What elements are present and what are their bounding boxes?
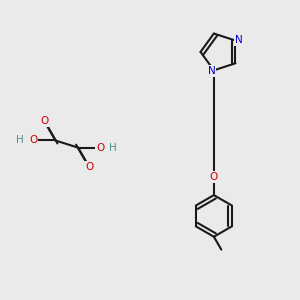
- Text: H: H: [16, 136, 24, 146]
- Text: O: O: [85, 162, 93, 172]
- Text: O: O: [210, 172, 218, 182]
- Text: H: H: [109, 142, 117, 153]
- Text: N: N: [235, 35, 243, 45]
- Text: O: O: [40, 116, 49, 126]
- Text: O: O: [96, 142, 104, 153]
- Text: N: N: [208, 66, 215, 76]
- Text: O: O: [29, 136, 37, 146]
